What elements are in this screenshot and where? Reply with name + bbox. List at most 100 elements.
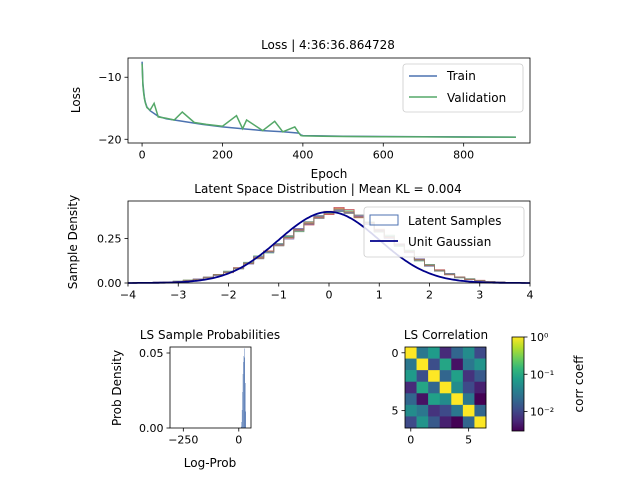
legend-latent-samples-label: Latent Samples (408, 214, 502, 228)
corr-plot-area (405, 347, 487, 429)
corr-cell-3-2 (428, 381, 441, 394)
corr-frame (404, 346, 487, 429)
latent-xtick-3-label: −1 (271, 289, 287, 302)
corr-cell-2-5 (462, 370, 475, 383)
corr-cell-3-1 (416, 381, 429, 394)
loss-ticks: 0 200 400 600 800 −10 −20 (98, 71, 474, 161)
latent-ticks: −4 −3 −2 −1 0 1 2 3 4 0.00 0.25 (97, 232, 534, 301)
corr-cell-1-1 (416, 358, 429, 371)
corr-cell-0-0 (405, 347, 417, 359)
prob-xtick-1-label: 0 (235, 434, 242, 447)
corr-cell-3-4 (451, 381, 464, 394)
corr-cell-0-5 (462, 347, 475, 359)
prob-ytick-0-label: 0.00 (139, 422, 164, 435)
latent-legend: Latent Samples Unit Gaussian (363, 206, 525, 258)
loss-xtick-2-label: 400 (292, 149, 313, 162)
corr-ytick-0-label: 0 (392, 347, 399, 360)
corr-cell-6-3 (439, 416, 452, 429)
latent-xtick-2-label: −2 (220, 289, 236, 302)
loss-xtick-1-label: 200 (212, 149, 233, 162)
corr-cell-0-1 (416, 347, 429, 359)
latent-hist-6 (132, 208, 526, 284)
corr-cell-2-6 (474, 370, 487, 383)
latent-ytick-1-label: 0.25 (97, 232, 122, 245)
corr-xtick-1-label: 5 (465, 434, 472, 447)
latent-title: Latent Space Distribution | Mean KL = 0.… (194, 182, 461, 196)
corr-cell-4-0 (405, 393, 417, 406)
cbar-tick-0-label: 10⁰ (530, 331, 549, 344)
latent-legend-box (363, 206, 525, 258)
colorbar-ticks: 10⁰ 10⁻¹ 10⁻² (524, 331, 554, 419)
corr-cell-4-6 (474, 393, 487, 406)
corr-cell-1-6 (474, 358, 487, 371)
loss-xtick-0-label: 0 (139, 149, 146, 162)
corr-ytick-1-label: 5 (392, 405, 399, 418)
corr-xtick-0-label: 0 (407, 434, 414, 447)
legend-validation-label: Validation (447, 91, 506, 105)
prob-title: LS Sample Probabilities (140, 328, 280, 342)
corr-cell-5-1 (416, 404, 429, 417)
corr-cell-1-2 (428, 358, 441, 371)
loss-xlabel: Epoch (311, 167, 348, 181)
corr-cell-4-1 (416, 393, 429, 406)
latent-xtick-7-label: 3 (476, 289, 483, 302)
loss-ytick-0-label: −10 (98, 71, 121, 84)
unit-gaussian-curve (128, 211, 530, 284)
corr-cell-5-0 (405, 404, 417, 417)
loss-xtick-4-label: 800 (453, 149, 474, 162)
corr-cell-4-5 (462, 393, 475, 406)
latent-ytick-0-label: 0.00 (97, 277, 122, 290)
prob-xlabel: Log-Prob (184, 456, 236, 470)
corr-cell-1-0 (405, 358, 417, 371)
loss-panel: Loss | 4:36:36.864728 0 200 400 600 800 −10 −2… (69, 38, 531, 181)
corr-cell-4-2 (428, 393, 441, 406)
latent-ylabel: Sample Density (66, 195, 80, 289)
loss-ytick-1-label: −20 (98, 133, 121, 146)
latent-xtick-1-label: −3 (170, 289, 186, 302)
corr-cell-5-4 (451, 404, 464, 417)
latent-panel: Latent Space Distribution | Mean KL = 0.… (66, 182, 534, 302)
loss-title: Loss | 4:36:36.864728 (261, 38, 395, 52)
corr-cell-3-5 (462, 381, 475, 394)
corr-cell-4-4 (451, 393, 464, 406)
prob-ticks: −250 0 0.00 0.05 (139, 347, 242, 447)
loss-frame (127, 57, 531, 144)
corr-cell-2-2 (428, 370, 441, 383)
loss-series-validation (141, 63, 516, 138)
loss-plot-area (141, 61, 516, 138)
corr-cell-6-5 (462, 416, 475, 429)
legend-unit-gaussian-label: Unit Gaussian (408, 235, 491, 249)
ls-prob-panel: LS Sample Probabilities −250 0 0.00 0.05 Lo… (110, 328, 280, 470)
prob-ylabel: Prob Density (110, 350, 124, 426)
corr-cell-0-3 (439, 347, 452, 359)
corr-cell-4-3 (439, 393, 452, 406)
cbar-tick-2-label: 10⁻² (530, 406, 554, 419)
prob-frame (169, 346, 252, 429)
loss-legend: Train Validation (402, 63, 524, 113)
corr-cell-6-4 (451, 416, 464, 429)
corr-cell-2-1 (416, 370, 429, 383)
corr-cell-6-0 (405, 416, 417, 429)
latent-plot-area (128, 206, 530, 284)
latent-xtick-6-label: 2 (426, 289, 433, 302)
corr-cell-0-6 (474, 347, 487, 359)
corr-title: LS Correlation (404, 328, 488, 342)
latent-xtick-0-label: −4 (120, 289, 136, 302)
corr-cell-3-3 (439, 381, 452, 394)
prob-plot-area (241, 348, 246, 428)
corr-cell-0-4 (451, 347, 464, 359)
colorbar (511, 336, 525, 432)
corr-cell-1-4 (451, 358, 464, 371)
corr-cell-6-6 (474, 416, 487, 429)
corr-cell-6-1 (416, 416, 429, 429)
legend-latent-samples-swatch (369, 214, 399, 226)
latent-xtick-8-label: 4 (527, 289, 534, 302)
latent-xtick-5-label: 1 (376, 289, 383, 302)
corr-cell-3-6 (474, 381, 487, 394)
corr-cell-5-5 (462, 404, 475, 417)
prob-ytick-1-label: 0.05 (139, 347, 164, 360)
corr-cell-5-6 (474, 404, 487, 417)
loss-xtick-3-label: 600 (373, 149, 394, 162)
corr-cell-5-3 (439, 404, 452, 417)
